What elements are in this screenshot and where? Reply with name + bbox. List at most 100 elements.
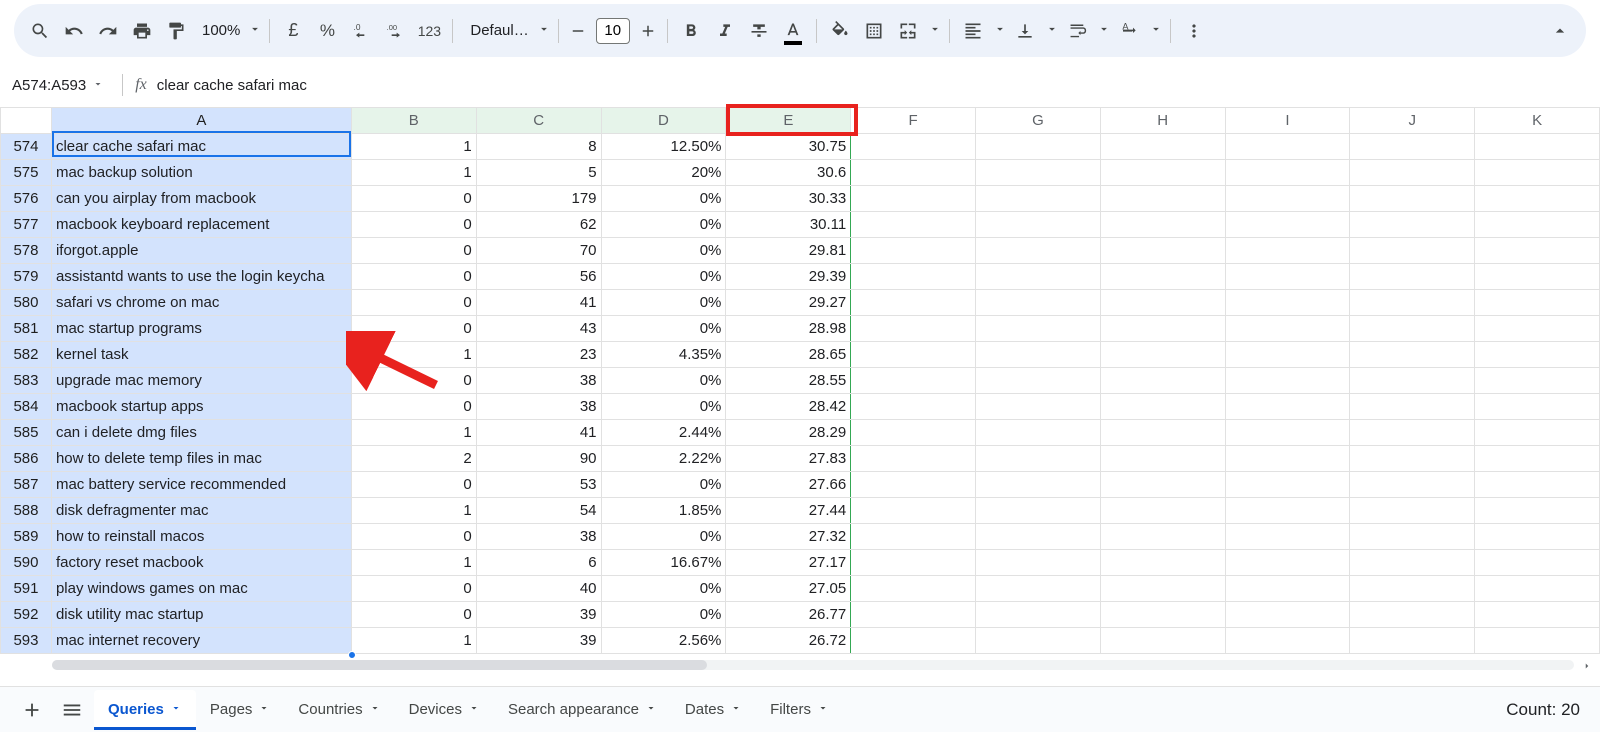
cell-C581[interactable]: 43 — [476, 316, 601, 342]
cell-H587[interactable] — [1100, 472, 1225, 498]
cell-K590[interactable] — [1475, 550, 1600, 576]
cell-F577[interactable] — [851, 212, 976, 238]
cell-I590[interactable] — [1225, 550, 1350, 576]
cell-J579[interactable] — [1350, 264, 1475, 290]
row-header-592[interactable]: 592 — [1, 602, 52, 628]
cell-E576[interactable]: 30.33 — [726, 186, 851, 212]
column-header-J[interactable]: J — [1350, 108, 1475, 134]
cell-D578[interactable]: 0% — [601, 238, 726, 264]
cell-K579[interactable] — [1475, 264, 1600, 290]
cell-H591[interactable] — [1100, 576, 1225, 602]
cell-A585[interactable]: can i delete dmg files — [51, 420, 351, 446]
cell-D575[interactable]: 20% — [601, 160, 726, 186]
cell-G588[interactable] — [976, 498, 1101, 524]
cell-H589[interactable] — [1100, 524, 1225, 550]
cell-E588[interactable]: 27.44 — [726, 498, 851, 524]
row-header-575[interactable]: 575 — [1, 160, 52, 186]
cell-K578[interactable] — [1475, 238, 1600, 264]
cell-F587[interactable] — [851, 472, 976, 498]
undo-icon[interactable] — [58, 15, 90, 47]
cell-B578[interactable]: 0 — [351, 238, 476, 264]
cell-J583[interactable] — [1350, 368, 1475, 394]
cell-H576[interactable] — [1100, 186, 1225, 212]
cell-D586[interactable]: 2.22% — [601, 446, 726, 472]
cell-J585[interactable] — [1350, 420, 1475, 446]
cell-H578[interactable] — [1100, 238, 1225, 264]
cell-G576[interactable] — [976, 186, 1101, 212]
cell-G592[interactable] — [976, 602, 1101, 628]
cell-K587[interactable] — [1475, 472, 1600, 498]
cell-E577[interactable]: 30.11 — [726, 212, 851, 238]
cell-E574[interactable]: 30.75 — [726, 134, 851, 160]
cell-F592[interactable] — [851, 602, 976, 628]
cell-B588[interactable]: 1 — [351, 498, 476, 524]
cell-C593[interactable]: 39 — [476, 628, 601, 654]
row-header-580[interactable]: 580 — [1, 290, 52, 316]
cell-F590[interactable] — [851, 550, 976, 576]
cell-E590[interactable]: 27.17 — [726, 550, 851, 576]
cell-F582[interactable] — [851, 342, 976, 368]
row-header-584[interactable]: 584 — [1, 394, 52, 420]
cell-A579[interactable]: assistantd wants to use the login keycha — [51, 264, 351, 290]
sheet-tab-menu-icon[interactable] — [468, 701, 480, 718]
cell-J574[interactable] — [1350, 134, 1475, 160]
cell-F584[interactable] — [851, 394, 976, 420]
cell-I584[interactable] — [1225, 394, 1350, 420]
row-header-586[interactable]: 586 — [1, 446, 52, 472]
cell-K577[interactable] — [1475, 212, 1600, 238]
sheet-tab-menu-icon[interactable] — [170, 701, 182, 718]
cell-A574[interactable]: clear cache safari mac — [51, 134, 351, 160]
cell-E582[interactable]: 28.65 — [726, 342, 851, 368]
cell-G587[interactable] — [976, 472, 1101, 498]
cell-B581[interactable]: 0 — [351, 316, 476, 342]
row-header-583[interactable]: 583 — [1, 368, 52, 394]
cell-B585[interactable]: 1 — [351, 420, 476, 446]
cell-D592[interactable]: 0% — [601, 602, 726, 628]
cell-I588[interactable] — [1225, 498, 1350, 524]
cell-A593[interactable]: mac internet recovery — [51, 628, 351, 654]
cell-I578[interactable] — [1225, 238, 1350, 264]
cell-E591[interactable]: 27.05 — [726, 576, 851, 602]
cell-E579[interactable]: 29.39 — [726, 264, 851, 290]
column-header-I[interactable]: I — [1225, 108, 1350, 134]
cell-I580[interactable] — [1225, 290, 1350, 316]
font-size-input[interactable] — [596, 18, 630, 44]
cell-E584[interactable]: 28.42 — [726, 394, 851, 420]
cell-C580[interactable]: 41 — [476, 290, 601, 316]
cell-C587[interactable]: 53 — [476, 472, 601, 498]
valign-dropdown-icon[interactable] — [1045, 22, 1059, 39]
sheet-tab-menu-icon[interactable] — [730, 701, 742, 718]
cell-F589[interactable] — [851, 524, 976, 550]
all-sheets-button[interactable] — [54, 692, 90, 728]
font-size-increase-button[interactable] — [636, 19, 660, 43]
cell-C591[interactable]: 40 — [476, 576, 601, 602]
sheet-tab-countries[interactable]: Countries — [284, 690, 394, 730]
cell-F578[interactable] — [851, 238, 976, 264]
cell-A587[interactable]: mac battery service recommended — [51, 472, 351, 498]
cell-G593[interactable] — [976, 628, 1101, 654]
cell-F579[interactable] — [851, 264, 976, 290]
cell-D577[interactable]: 0% — [601, 212, 726, 238]
row-header-576[interactable]: 576 — [1, 186, 52, 212]
cell-A576[interactable]: can you airplay from macbook — [51, 186, 351, 212]
cell-H575[interactable] — [1100, 160, 1225, 186]
currency-format-button[interactable]: £ — [277, 15, 309, 47]
cell-H586[interactable] — [1100, 446, 1225, 472]
horizontal-scrollbar[interactable] — [52, 658, 1574, 672]
cell-J589[interactable] — [1350, 524, 1475, 550]
horizontal-align-button[interactable] — [957, 15, 989, 47]
cell-C577[interactable]: 62 — [476, 212, 601, 238]
cell-C583[interactable]: 38 — [476, 368, 601, 394]
cell-H577[interactable] — [1100, 212, 1225, 238]
cell-I592[interactable] — [1225, 602, 1350, 628]
sheet-tab-dates[interactable]: Dates — [671, 690, 756, 730]
rotation-dropdown-icon[interactable] — [1149, 22, 1163, 39]
cell-H584[interactable] — [1100, 394, 1225, 420]
cell-A592[interactable]: disk utility mac startup — [51, 602, 351, 628]
cell-B582[interactable]: 1 — [351, 342, 476, 368]
cell-K589[interactable] — [1475, 524, 1600, 550]
cell-H574[interactable] — [1100, 134, 1225, 160]
cell-C578[interactable]: 70 — [476, 238, 601, 264]
cell-G589[interactable] — [976, 524, 1101, 550]
cell-G586[interactable] — [976, 446, 1101, 472]
